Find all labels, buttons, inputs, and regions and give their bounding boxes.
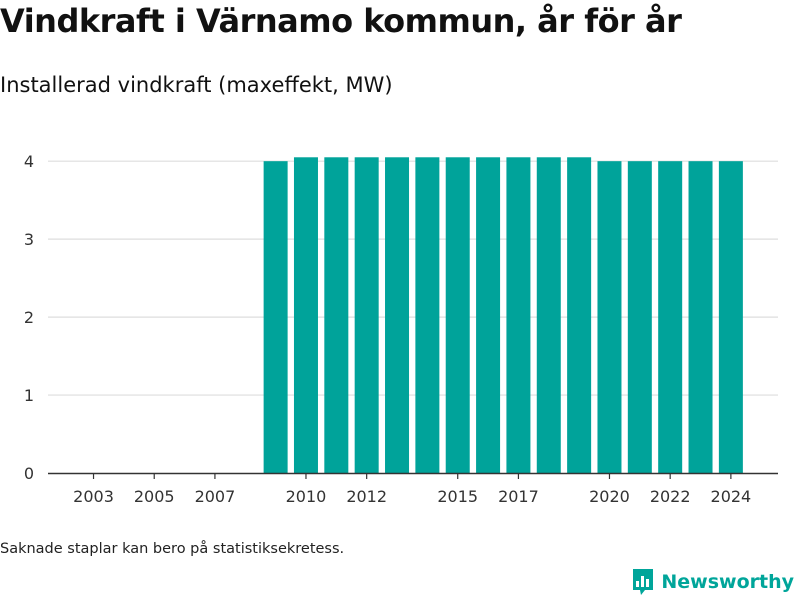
bar-2012[interactable] [354, 157, 379, 473]
newsworthy-logo-icon [633, 569, 654, 595]
bar-2022[interactable] [658, 161, 683, 473]
bar-2024[interactable] [718, 161, 743, 473]
y-tick-label: 0 [24, 464, 34, 483]
y-tick-label: 3 [24, 230, 34, 249]
x-tick-label: 2020 [589, 487, 630, 506]
y-tick-label: 1 [24, 386, 34, 405]
bar-2011[interactable] [324, 157, 349, 473]
bar-2009[interactable] [263, 161, 288, 473]
grid-lines [48, 160, 778, 396]
newsworthy-brand[interactable]: Newsworthy [631, 568, 794, 596]
x-tick-label: 2015 [437, 487, 478, 506]
x-tick-label: 2022 [650, 487, 691, 506]
bar-2016[interactable] [476, 157, 501, 473]
brand-name: Newsworthy [661, 571, 794, 593]
chart-subtitle: Installerad vindkraft (maxeffekt, MW) [0, 73, 393, 97]
bar-2014[interactable] [415, 157, 440, 473]
bar-2010[interactable] [293, 157, 318, 473]
footnote: Saknade staplar kan bero på statistiksek… [0, 541, 345, 557]
bar-2017[interactable] [506, 157, 531, 473]
bar-2015[interactable] [445, 157, 470, 473]
y-tick-label: 4 [24, 152, 34, 171]
bar-2021[interactable] [627, 161, 652, 473]
x-tick-label: 2007 [195, 487, 236, 506]
y-axis-ticks: 0 1 2 3 4 [24, 152, 34, 483]
x-tick-label: 2003 [73, 487, 114, 506]
y-tick-label: 2 [24, 308, 34, 327]
bar-2018[interactable] [536, 157, 561, 473]
bars [263, 157, 743, 473]
chart-title: Vindkraft i Värnamo kommun, år för år [0, 2, 682, 40]
bar-2020[interactable] [597, 161, 622, 473]
x-tick-label: 2024 [711, 487, 752, 506]
x-tick-label: 2005 [134, 487, 175, 506]
x-tick-label: 2012 [346, 487, 387, 506]
bar-2023[interactable] [688, 161, 713, 473]
x-axis-ticks: 2003 2005 2007 2010 2012 2015 2017 2020 2022 2024 [73, 473, 751, 506]
x-tick-label: 2017 [498, 487, 539, 506]
bar-2013[interactable] [385, 157, 410, 473]
x-tick-label: 2010 [286, 487, 327, 506]
bar-2019[interactable] [567, 157, 592, 473]
